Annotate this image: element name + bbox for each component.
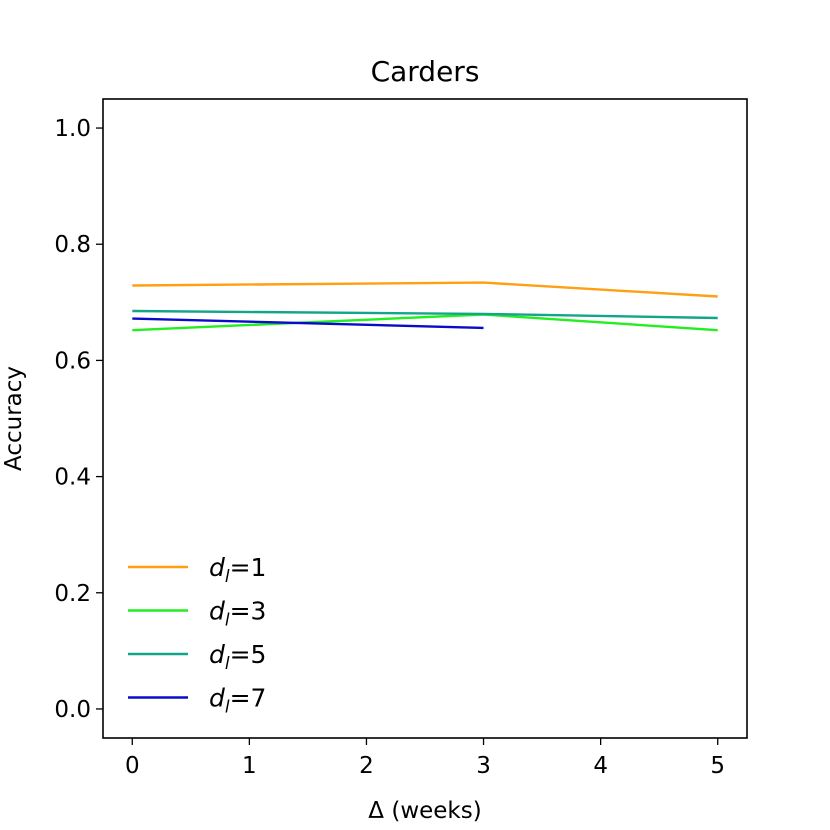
series-line-3: [132, 309, 718, 320]
y-tick-label: 0.2: [54, 581, 91, 607]
series-lines: [132, 281, 718, 332]
y-axis: 0.0 0.2 0.4 0.6 0.8 1.0: [54, 116, 103, 723]
legend-label-4: dl=7: [209, 684, 266, 718]
legend-label-2: dl=3: [209, 597, 266, 631]
y-tick-label: 0.8: [54, 232, 91, 258]
x-tick-label: 4: [593, 753, 608, 779]
x-axis-label: Δ (weeks): [368, 798, 481, 824]
x-axis: 0 1 2 3 4 5: [125, 738, 725, 779]
x-tick-label: 0: [125, 753, 140, 779]
legend-label-3: dl=5: [209, 640, 266, 674]
chart-title: Carders: [371, 55, 480, 88]
y-tick-label: 0.4: [54, 465, 91, 491]
x-tick-label: 3: [476, 753, 491, 779]
legend-label-1: dl=1: [209, 553, 266, 587]
plot-area-frame: [102, 98, 748, 739]
y-axis-label: Accuracy: [1, 366, 27, 471]
y-tick-label: 0.0: [54, 697, 91, 723]
x-tick-label: 1: [242, 753, 257, 779]
y-tick-label: 0.6: [54, 348, 91, 374]
y-tick-label: 1.0: [54, 116, 91, 142]
x-tick-label: 5: [710, 753, 725, 779]
series-line-4: [132, 317, 484, 330]
series-line-1: [132, 281, 718, 298]
x-tick-label: 2: [359, 753, 374, 779]
legend: dl=1 dl=3 dl=5 dl=7: [128, 553, 266, 718]
